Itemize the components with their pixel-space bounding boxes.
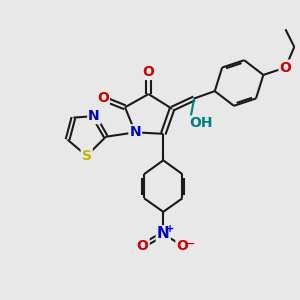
Text: OH: OH xyxy=(189,116,213,130)
Text: N: N xyxy=(157,226,169,242)
Text: O: O xyxy=(137,239,148,253)
Text: −: − xyxy=(186,239,195,249)
Text: N: N xyxy=(130,125,141,139)
Text: O: O xyxy=(142,65,154,79)
Text: N: N xyxy=(88,109,100,123)
Text: S: S xyxy=(82,149,92,163)
Text: +: + xyxy=(166,224,174,234)
Text: O: O xyxy=(280,61,291,75)
Text: O: O xyxy=(97,92,109,106)
Text: O: O xyxy=(176,239,188,253)
